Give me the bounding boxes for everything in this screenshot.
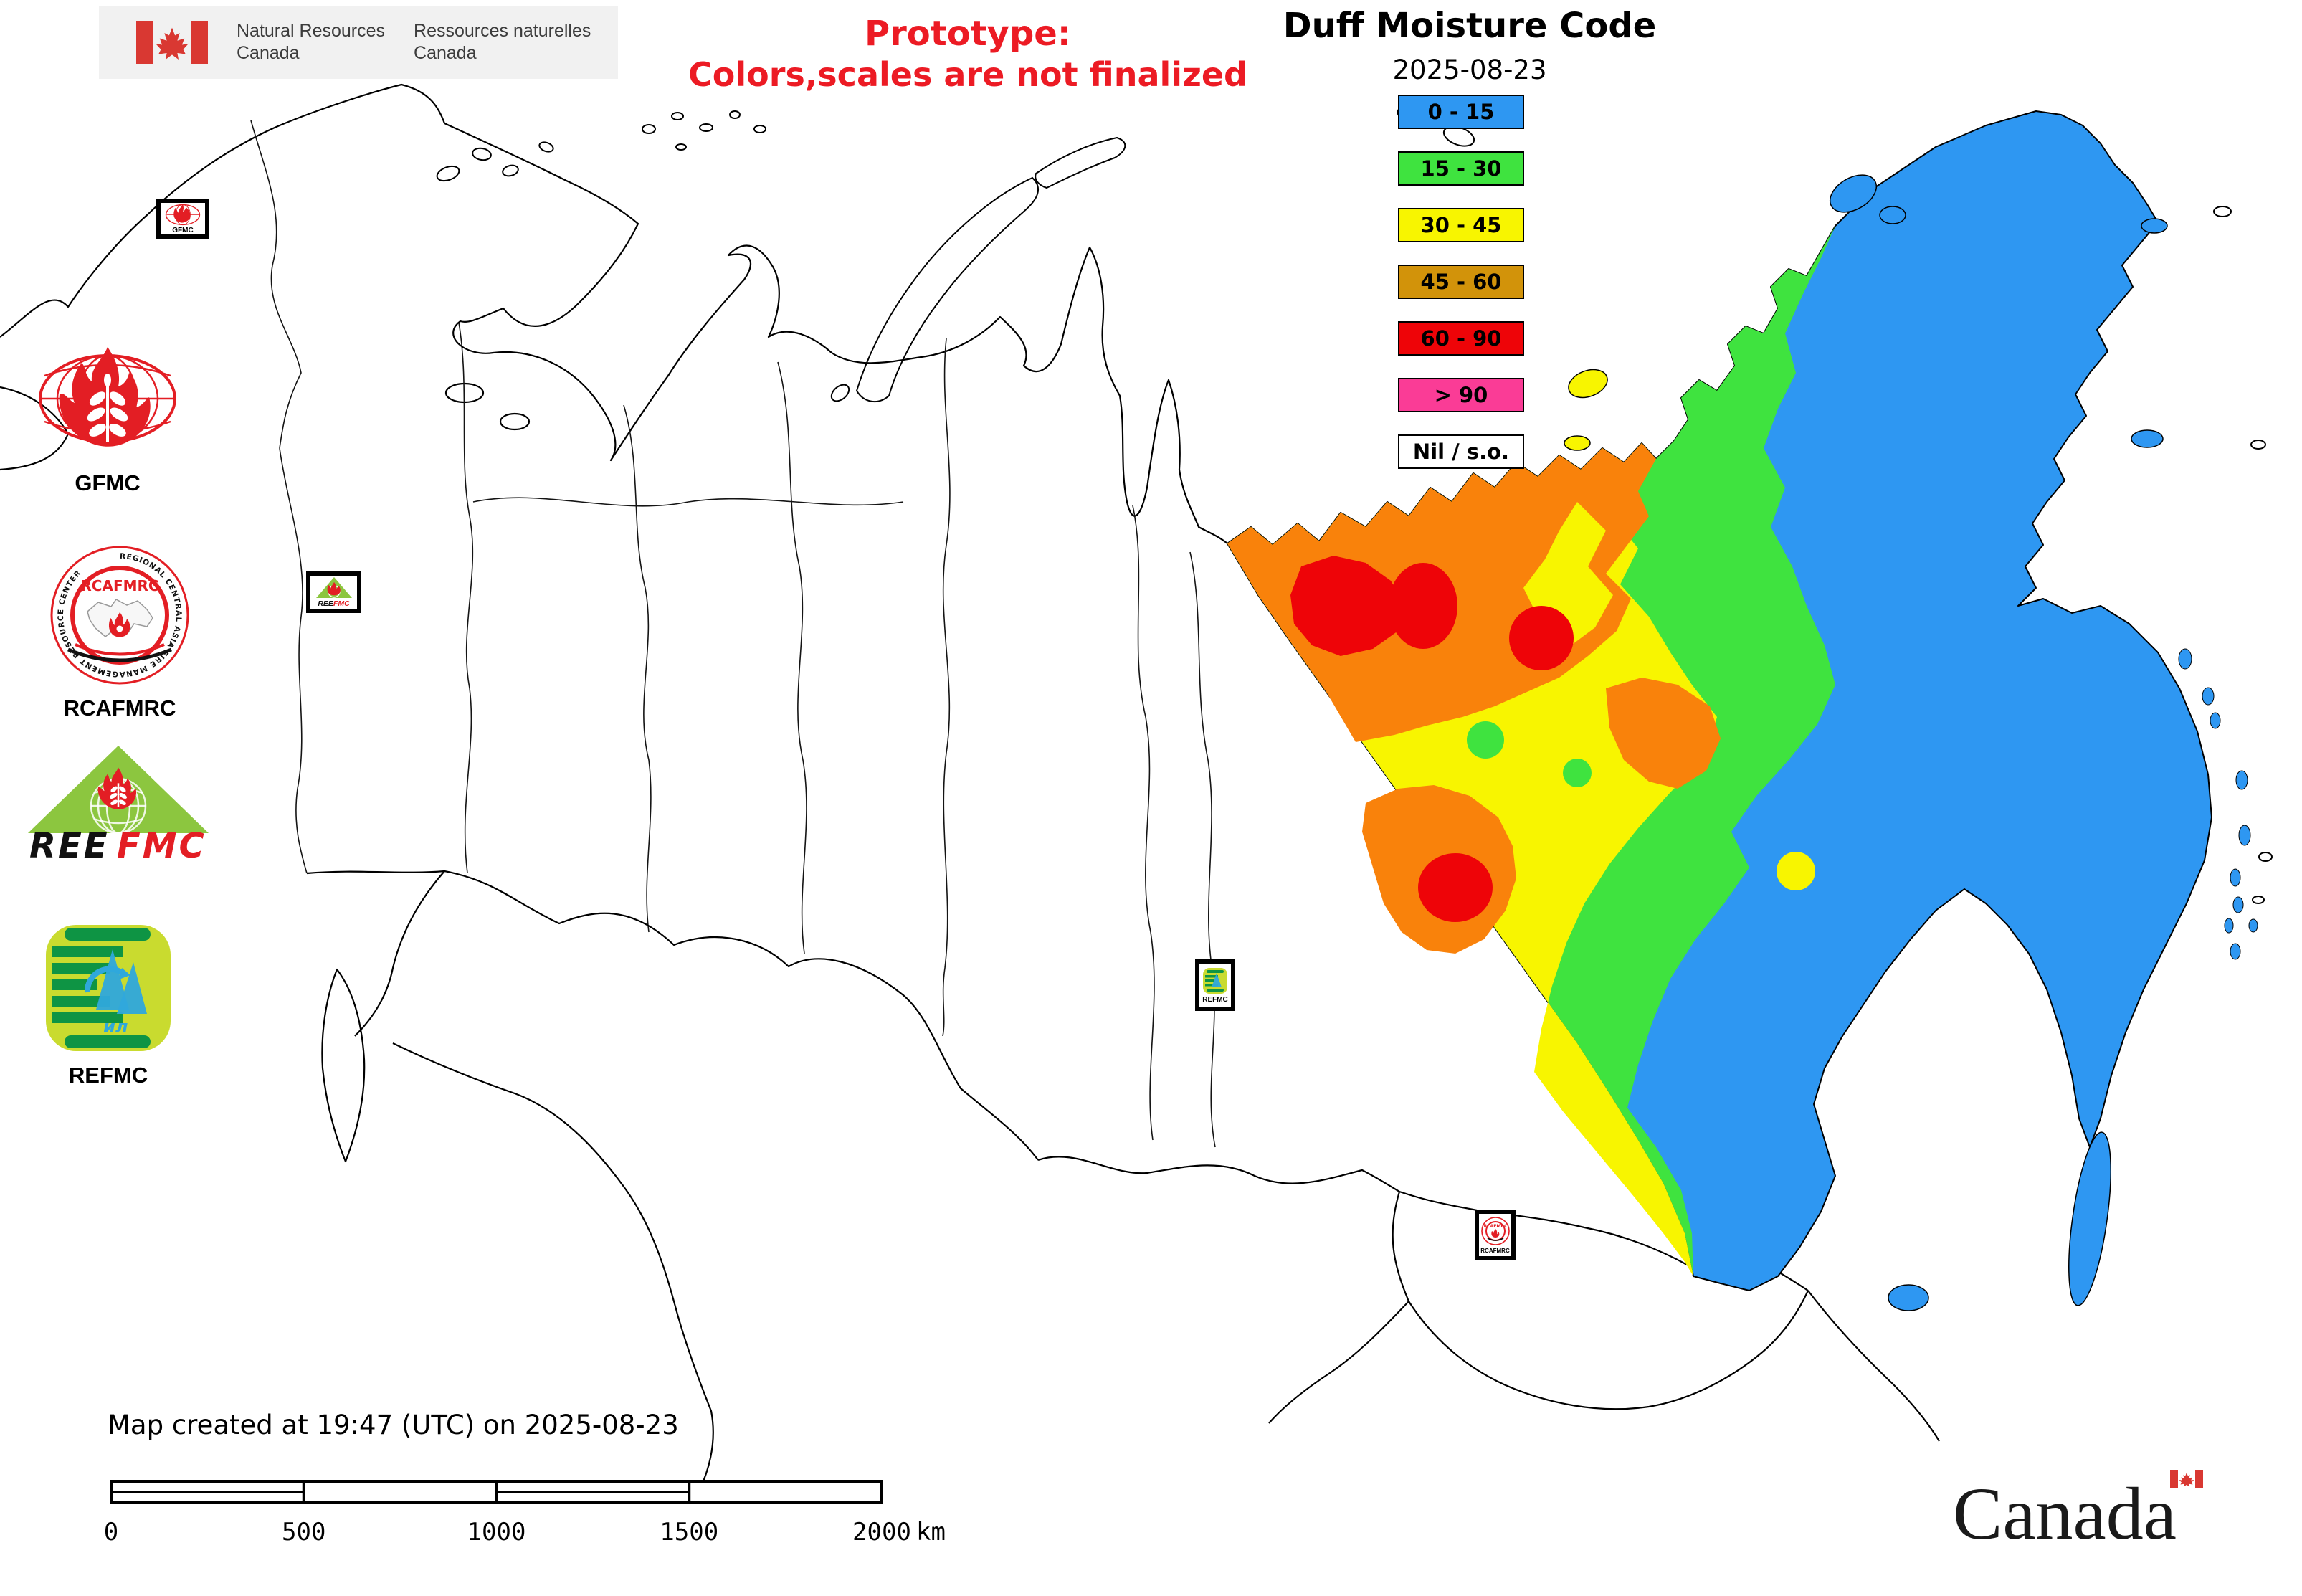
- dmc-orange-tongue: [1606, 678, 1721, 789]
- legend: 0 - 15 15 - 30 30 - 45 45 - 60 60 - 90 >…: [1398, 95, 1524, 491]
- svg-text:REE: REE: [29, 826, 110, 863]
- refmc-logo-icon: ил: [46, 925, 171, 1051]
- svg-text:RCAFMRC: RCAFMRC: [80, 577, 158, 594]
- dmc-green-spot-2: [1563, 759, 1592, 787]
- yellow-island-1: [1568, 369, 1608, 399]
- reefmc-marker-ree: REE: [318, 599, 333, 608]
- dmc-red-patch-1: [1290, 556, 1405, 656]
- canada-wordmark-graphic: Canada: [1953, 1470, 2203, 1555]
- warning-line-2: Colors,scales are not finalized: [688, 55, 1247, 94]
- dmc-red-patch-3: [1509, 606, 1574, 670]
- dmc-region: [1227, 110, 2258, 1311]
- svg-text:FMC: FMC: [117, 826, 206, 863]
- refmc-map-marker: REFMC: [1195, 959, 1235, 1011]
- admin-borders: [250, 120, 1216, 1148]
- khanka-lake: [1888, 1284, 1929, 1311]
- gfmc-logo-label: GFMC: [75, 470, 141, 495]
- nrcan-name-fr: Ressources naturelles Canada: [414, 21, 591, 63]
- blue-island-3: [2131, 429, 2164, 448]
- gfmc-map-marker: GFMC: [156, 199, 209, 239]
- reefmc-marker-icon: [315, 577, 352, 598]
- scale-tick-1500: 1500: [660, 1518, 718, 1547]
- dmc-green-spot-1: [1467, 721, 1504, 759]
- kuril-islands: [2178, 648, 2258, 960]
- canada-flag-icon: [136, 21, 208, 64]
- scale-bar-graphic: 0 500 1000 1500 2000 km: [104, 1480, 946, 1547]
- legend-item-gt-90: > 90: [1398, 378, 1524, 412]
- scale-tick-500: 500: [282, 1518, 325, 1547]
- rcafmrc-marker-icon: RCAFMRC: [1480, 1217, 1510, 1245]
- blue-island-2: [1879, 206, 1906, 224]
- legend-item-45-60: 45 - 60: [1398, 265, 1524, 299]
- svg-text:ил: ил: [103, 1017, 128, 1037]
- reefmc-marker-label: REE FMC: [318, 599, 349, 608]
- created-timestamp: Map created at 19:47 (UTC) on 2025-08-23: [108, 1410, 679, 1440]
- page-title: Duff Moisture Code: [1283, 6, 1657, 46]
- refmc-logo-label: REFMC: [68, 1063, 148, 1088]
- scale-tick-1000: 1000: [467, 1518, 526, 1547]
- dmc-red-patch-4: [1418, 853, 1493, 922]
- rcafmrc-logo-icon: REGIONAL CENTRAL ASIA FIRE MANAGEMENT RE…: [50, 546, 189, 685]
- wordmark-flag-icon: [2170, 1470, 2203, 1488]
- nrcan-name-en: Natural Resources Canada: [237, 21, 386, 63]
- warning-line-1: Prototype:: [864, 14, 1072, 54]
- reefmc-map-marker: REE FMC: [306, 571, 361, 613]
- blue-island-1: [1830, 174, 1877, 213]
- svg-text:RCAFMRC: RCAFMRC: [1483, 1224, 1507, 1229]
- rcafmrc-map-marker: RCAFMRC RCAFMRC: [1475, 1210, 1516, 1260]
- blue-island-4: [2141, 218, 2168, 234]
- reefmc-logo-block: REE FMC: [25, 744, 211, 863]
- legend-item-60-90: 60 - 90: [1398, 321, 1524, 356]
- gfmc-marker-label: GFMC: [172, 227, 194, 234]
- scale-unit: km: [916, 1518, 946, 1547]
- prototype-warning: Prototype: Colors,scales are not finaliz…: [609, 13, 1326, 95]
- dmc-red-patch-2: [1389, 563, 1457, 649]
- rcafmrc-logo-label: RCAFMRC: [63, 695, 176, 721]
- scale-bar: 0 500 1000 1500 2000 km: [103, 1474, 999, 1553]
- refmc-marker-icon: [1203, 967, 1227, 994]
- dmc-yellow-spot: [1777, 852, 1815, 890]
- legend-item-0-15: 0 - 15: [1398, 95, 1524, 129]
- gfmc-marker-icon: [165, 204, 201, 226]
- gfmc-logo-icon: [39, 347, 176, 447]
- wordmark-text: Canada: [1953, 1473, 2177, 1555]
- scale-tick-2000: 2000: [852, 1518, 911, 1547]
- map-date: 2025-08-23: [1392, 54, 1547, 85]
- yellow-island-2: [1564, 435, 1591, 451]
- rcafmrc-logo-block: REGIONAL CENTRAL ASIA FIRE MANAGEMENT RE…: [48, 543, 191, 721]
- rcafmrc-marker-label: RCAFMRC: [1480, 1248, 1510, 1254]
- refmc-logo-block: ил REFMC: [44, 923, 188, 1088]
- canada-wordmark: Canada: [1951, 1463, 2253, 1563]
- legend-item-nil: Nil / s.o.: [1398, 434, 1524, 469]
- sakhalin-island: [2068, 1131, 2111, 1306]
- reefmc-logo-icon: REE FMC: [28, 746, 209, 863]
- arctic-islands: [436, 98, 2273, 904]
- legend-item-15-30: 15 - 30: [1398, 151, 1524, 186]
- reefmc-marker-fmc: FMC: [333, 599, 350, 608]
- refmc-marker-label: REFMC: [1202, 995, 1228, 1004]
- scale-tick-0: 0: [104, 1518, 118, 1547]
- gfmc-logo-block: GFMC: [36, 343, 179, 496]
- nrcan-signature: Natural Resources Canada Ressources natur…: [99, 6, 618, 79]
- coastline-west: [0, 83, 1228, 544]
- legend-item-30-45: 30 - 45: [1398, 208, 1524, 242]
